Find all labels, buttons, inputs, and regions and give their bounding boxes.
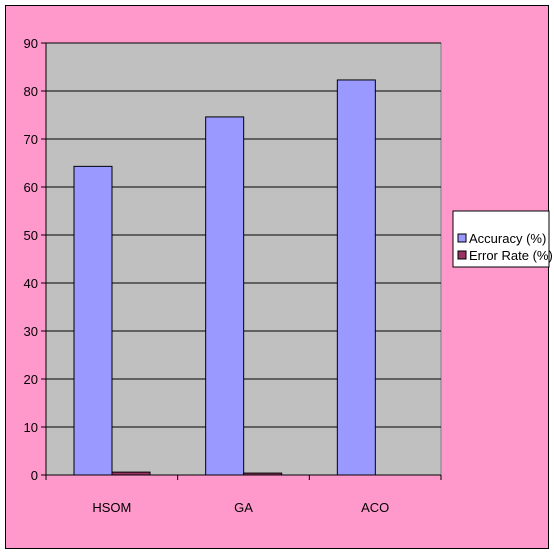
y-axis-ticks: 0 10 20 30 40 50 60 70 80 90 (24, 36, 46, 483)
legend-swatch-accuracy (457, 233, 467, 243)
y-tick-label: 0 (31, 468, 38, 483)
legend-box (452, 210, 550, 268)
bar-aco-accuracy (336, 79, 376, 476)
axes (45, 43, 441, 476)
y-tick-label: 60 (24, 180, 38, 195)
legend-label-error-rate: Error Rate (%) (469, 248, 553, 263)
legend-swatch-error-rate (457, 250, 467, 260)
bar-ga-accuracy (205, 116, 245, 476)
y-tick-label: 70 (24, 132, 38, 147)
x-tick-label-aco: ACO (361, 500, 389, 515)
bars (73, 79, 376, 476)
y-tick-label: 40 (24, 276, 38, 291)
y-tick-label: 20 (24, 372, 38, 387)
legend: Accuracy (%) Error Rate (%) (452, 210, 553, 268)
x-axis-ticks: HSOM GA ACO (45, 475, 442, 515)
x-tick-label-ga: GA (234, 500, 253, 515)
x-tick-label-hsom: HSOM (92, 500, 131, 515)
legend-label-accuracy: Accuracy (%) (469, 231, 546, 246)
y-tick-label: 80 (24, 84, 38, 99)
y-tick-label: 90 (24, 36, 38, 51)
bar-hsom-accuracy (73, 165, 113, 476)
y-tick-label: 10 (24, 420, 38, 435)
y-tick-label: 30 (24, 324, 38, 339)
y-tick-label: 50 (24, 228, 38, 243)
